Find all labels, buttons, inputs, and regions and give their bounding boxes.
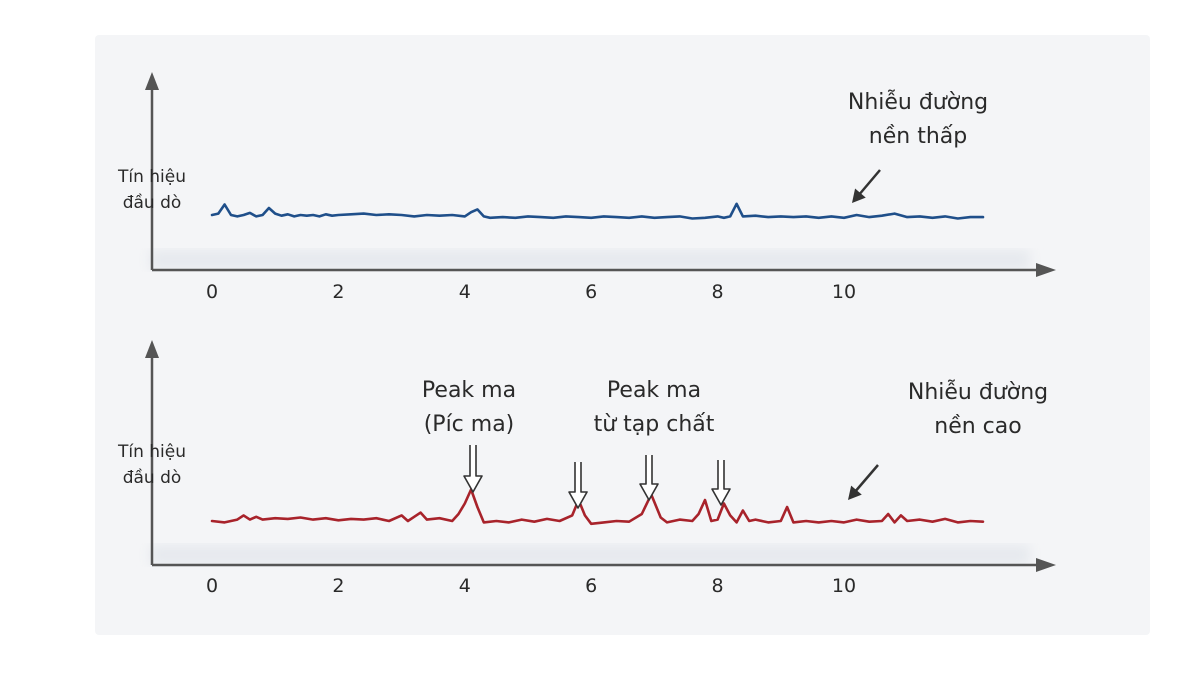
annotation-text: nền cao — [934, 414, 1021, 439]
x-tick-label: 2 — [332, 281, 344, 303]
x-tick-label: 4 — [459, 281, 471, 303]
x-tick-label: 6 — [585, 281, 597, 303]
x-tick-label: 4 — [459, 575, 471, 597]
x-tick-label: 8 — [712, 575, 724, 597]
y-axis-label-line: đầu dò — [123, 192, 182, 213]
x-tick-label: 0 — [206, 281, 218, 303]
x-tick-label: 10 — [832, 575, 856, 597]
panel-b-glow — [150, 545, 1030, 565]
annotation-text: Nhiễu đường — [848, 89, 988, 115]
x-tick-label: 10 — [832, 281, 856, 303]
y-axis-label-line: Tín hiệu — [117, 167, 186, 187]
annotation-text: (Píc ma) — [424, 412, 515, 437]
annotation-text: Peak ma — [422, 378, 516, 403]
annotation-text: Peak ma — [607, 378, 701, 403]
annotation-text: từ tạp chất — [594, 412, 715, 437]
annotation-text: Nhiễu đường — [908, 379, 1048, 405]
annotation-text: nền thấp — [869, 124, 967, 149]
x-tick-label: 0 — [206, 575, 218, 597]
y-axis-label-line: Tín hiệu — [117, 442, 186, 462]
x-tick-label: 2 — [332, 575, 344, 597]
panel-a-glow — [150, 250, 1030, 270]
x-tick-label: 6 — [585, 575, 597, 597]
x-tick-label: 8 — [712, 281, 724, 303]
y-axis-label-line: đầu dò — [123, 467, 182, 488]
